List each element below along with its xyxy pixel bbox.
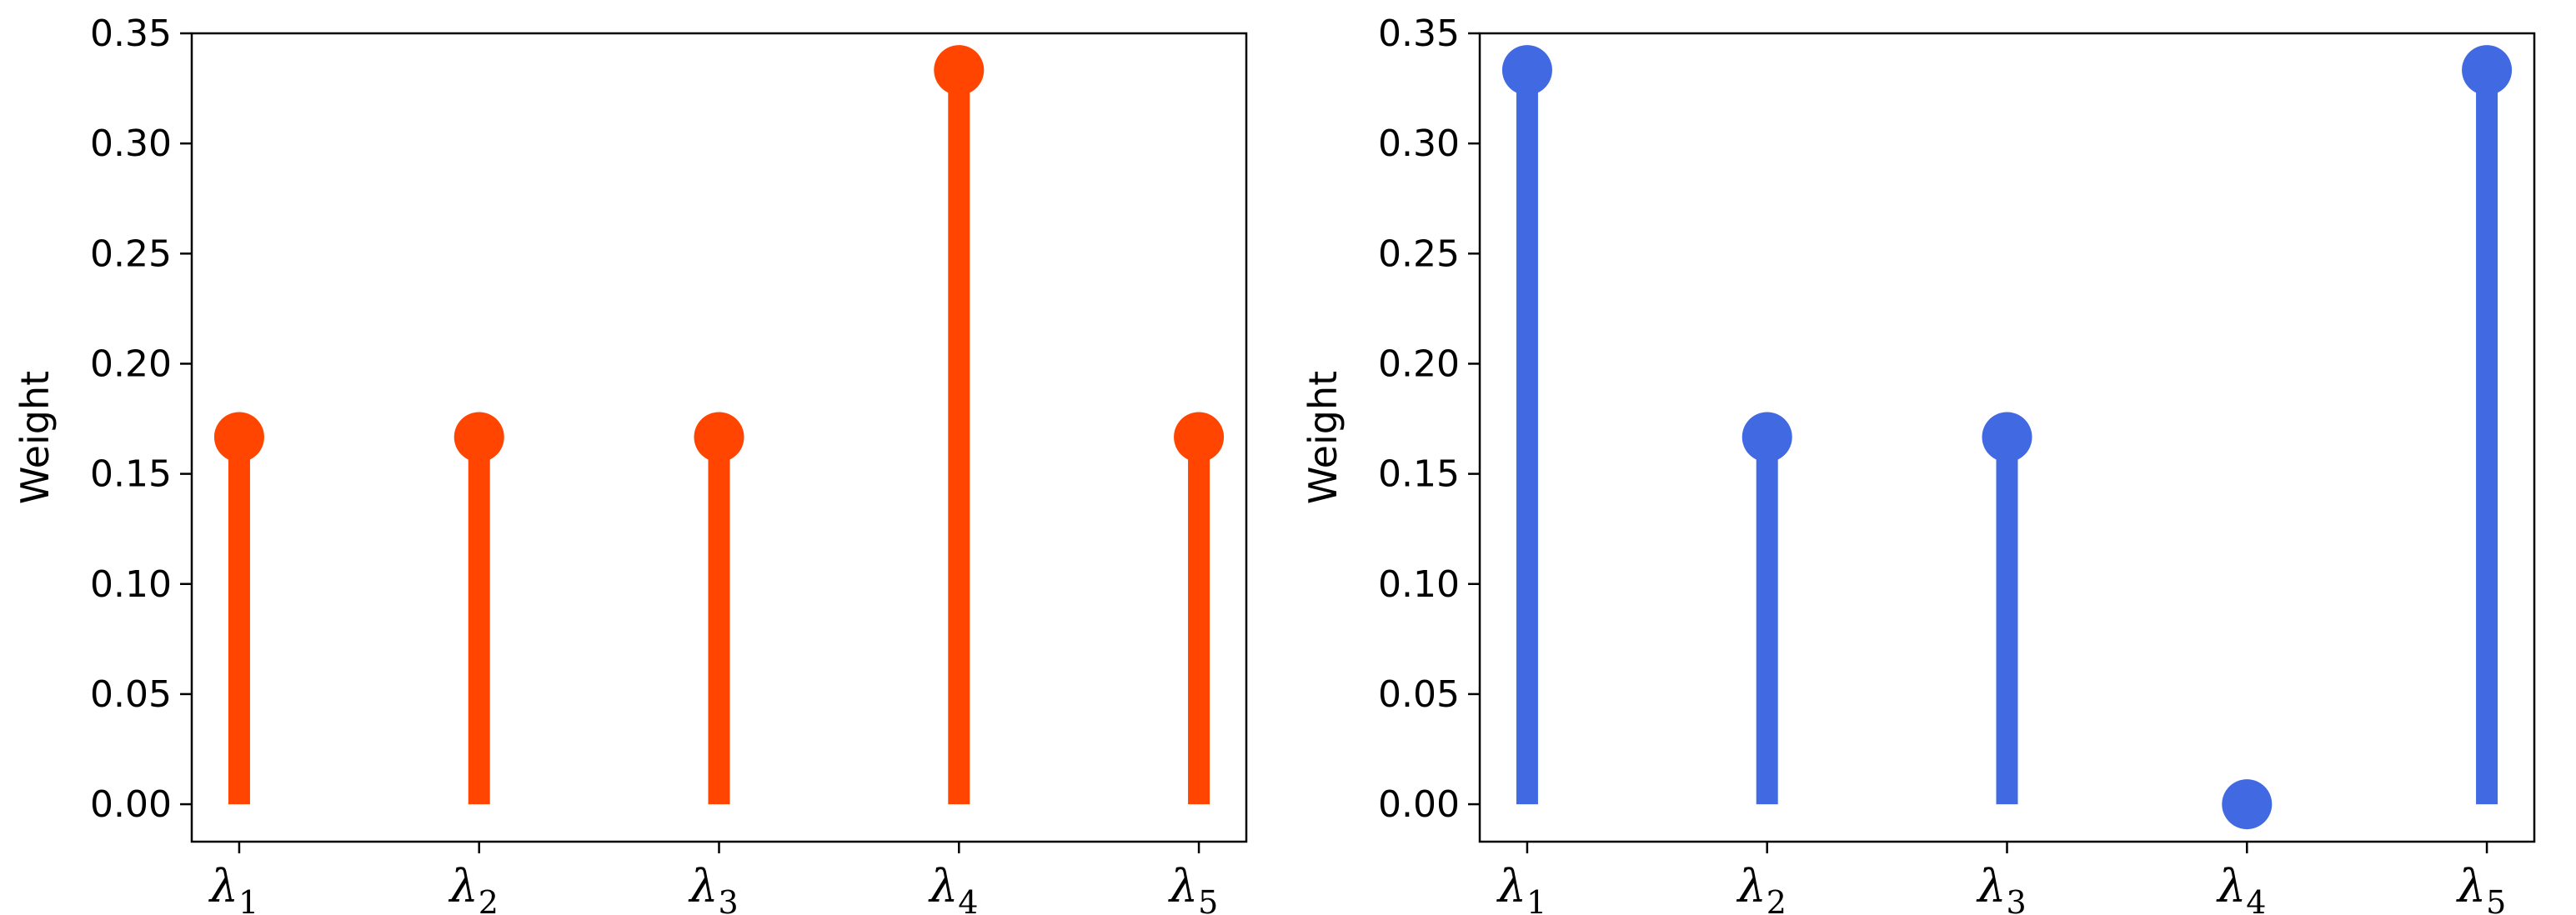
y-axis-label: Weight: [1301, 371, 1346, 504]
left-chart-panel: 0.00 0.05 0.10 0.15 0.20 0.25 0.30 0.35 Weight λ1…: [13, 12, 1248, 915]
y-tick-label: 0.10: [1378, 563, 1460, 606]
right-chart-panel: 0.00 0.05 0.10 0.15 0.20 0.25 0.30 0.35 Weight λ1…: [1288, 0, 2576, 915]
y-tick-label: 0.35: [90, 12, 172, 55]
x-tick-label: λ4: [2216, 860, 2266, 915]
x-tick-label: λ3: [1976, 860, 2026, 915]
y-tick-label: 0.15: [1378, 453, 1460, 496]
y-tick-label: 0.10: [90, 563, 172, 606]
stem-marker: [2222, 779, 2273, 830]
x-tick-label: λ2: [1737, 860, 1787, 915]
y-tick-label: 0.20: [90, 342, 172, 385]
y-tick-label: 0.20: [1378, 342, 1460, 385]
stem-marker: [934, 45, 985, 96]
y-tick-label: 0.30: [90, 122, 172, 165]
y-tick-label: 0.25: [90, 232, 172, 275]
y-tick-label: 0.30: [1378, 122, 1460, 165]
x-tick-label: λ5: [2456, 860, 2506, 915]
x-tick-label: λ5: [1168, 860, 1218, 915]
y-tick-label: 0.15: [90, 453, 172, 496]
y-tick-label: 0.05: [1378, 673, 1460, 716]
y-tick-label: 0.25: [1378, 232, 1460, 275]
stem-chart-left: 0.00 0.05 0.10 0.15 0.20 0.25 0.30 0.35 Weight λ1…: [13, 12, 1248, 915]
stem-marker: [1982, 412, 2032, 462]
x-tick-label: λ1: [1496, 860, 1546, 915]
stem-marker: [454, 412, 504, 462]
x-tick-label: λ3: [688, 860, 738, 915]
y-tick-label: 0.00: [90, 783, 172, 826]
stem-marker: [213, 412, 264, 462]
stem-marker: [1174, 412, 1225, 462]
x-tick-label: λ2: [449, 860, 499, 915]
stem-marker: [2462, 45, 2513, 96]
stem-marker: [694, 412, 744, 462]
stem-chart-right: 0.00 0.05 0.10 0.15 0.20 0.25 0.30 0.35 Weight λ1…: [1301, 12, 2536, 915]
y-tick-label: 0.00: [1378, 783, 1460, 826]
x-tick-label: λ1: [208, 860, 258, 915]
stem-marker: [1742, 412, 1792, 462]
stem-marker: [1501, 45, 1552, 96]
y-tick-label: 0.35: [1378, 12, 1460, 55]
y-tick-label: 0.05: [90, 673, 172, 716]
x-tick-label: λ4: [928, 860, 978, 915]
y-axis-label: Weight: [13, 371, 58, 504]
